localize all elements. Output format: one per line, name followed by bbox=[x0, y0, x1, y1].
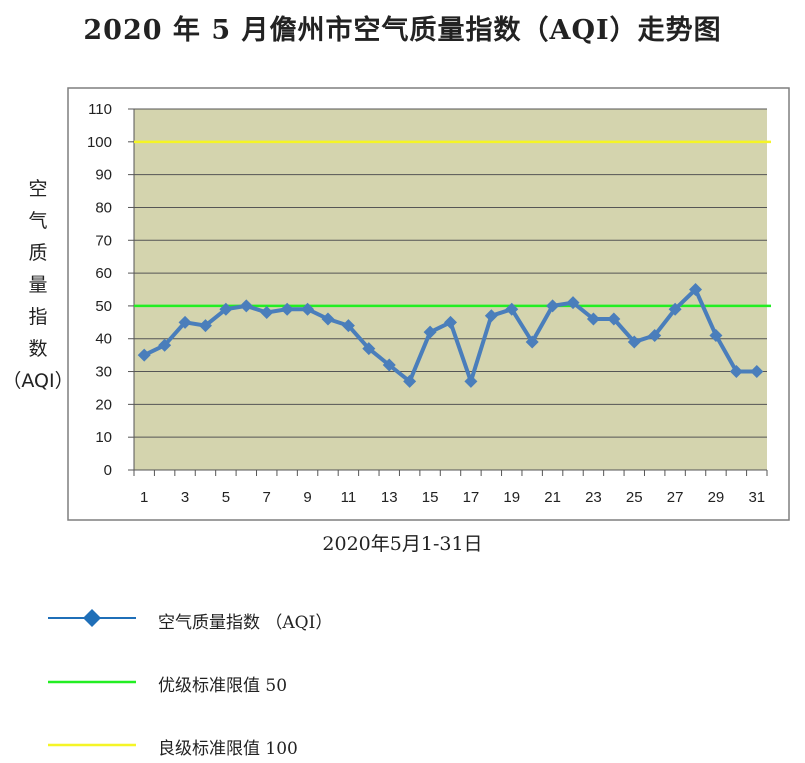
x-tick-label: 7 bbox=[263, 489, 271, 506]
legend-label-aqi: 空气质量指数 （AQI） bbox=[158, 613, 333, 633]
y-tick-label: 40 bbox=[95, 331, 112, 348]
x-axis-ticks: 1 3 5 7 9 11 13 15 17 19 21 23 25 27 29 31 bbox=[133, 470, 768, 506]
data-point-marker bbox=[648, 328, 662, 342]
aqi-series bbox=[137, 283, 764, 388]
y-axis-label-part: 指 bbox=[28, 306, 47, 328]
data-point-marker bbox=[546, 299, 560, 313]
data-point-marker bbox=[586, 312, 600, 326]
y-tick-label: 50 bbox=[95, 298, 112, 315]
y-tick-label: 90 bbox=[95, 167, 112, 184]
x-tick-label: 1 bbox=[140, 489, 148, 506]
y-tick-label: 60 bbox=[95, 265, 112, 282]
y-tick-label: 30 bbox=[95, 364, 112, 381]
data-point-marker bbox=[525, 335, 539, 349]
data-point-marker bbox=[280, 302, 294, 316]
data-point-marker bbox=[198, 319, 212, 333]
data-point-marker bbox=[260, 305, 274, 319]
legend-swatch-excellent bbox=[48, 680, 136, 684]
plot-area bbox=[134, 109, 767, 470]
chart-title: 2020 年 5 月儋州市空气质量指数（AQI）走势图 bbox=[83, 15, 722, 46]
legend-label-excellent: 优级标准限值 50 bbox=[158, 676, 288, 696]
x-tick-label: 15 bbox=[422, 489, 439, 506]
y-axis-label-part: 空 bbox=[28, 178, 47, 200]
x-tick-label: 23 bbox=[585, 489, 602, 506]
data-point-marker bbox=[750, 365, 764, 379]
data-point-marker bbox=[382, 358, 396, 372]
y-axis-label-part: （AQI） bbox=[2, 370, 73, 392]
legend-item-excellent bbox=[46, 667, 138, 697]
y-tick-label: 110 bbox=[88, 101, 112, 118]
data-point-marker bbox=[566, 296, 580, 310]
x-axis-label: 2020年5月1-31日 bbox=[322, 533, 483, 555]
x-tick-label: 3 bbox=[181, 489, 189, 506]
y-tick-label: 20 bbox=[95, 396, 112, 413]
data-point-marker bbox=[444, 315, 457, 329]
data-point-marker bbox=[137, 348, 151, 362]
y-tick-label: 10 bbox=[95, 429, 112, 446]
data-point-marker bbox=[362, 342, 376, 356]
y-tick-label: 100 bbox=[87, 134, 112, 151]
y-tick-label: 80 bbox=[95, 199, 112, 216]
data-point-marker bbox=[219, 302, 233, 316]
x-tick-label: 9 bbox=[303, 489, 311, 506]
x-tick-label: 11 bbox=[341, 489, 357, 506]
data-point-marker bbox=[464, 374, 478, 388]
x-tick-label: 25 bbox=[626, 489, 643, 506]
data-point-marker bbox=[709, 328, 723, 342]
data-point-marker bbox=[484, 309, 498, 323]
y-axis-label: 空气质量指数 （AQI） bbox=[2, 178, 73, 392]
data-point-marker bbox=[689, 283, 703, 296]
x-tick-label: 27 bbox=[667, 489, 684, 506]
legend-label-good: 良级标准限值 100 bbox=[158, 739, 298, 759]
y-axis-ticks: 0 10 20 30 40 50 60 70 80 90 100 110 bbox=[87, 101, 112, 479]
x-tick-label: 31 bbox=[748, 489, 765, 506]
data-point-marker bbox=[627, 335, 641, 349]
data-point-marker bbox=[178, 315, 192, 329]
data-point-marker bbox=[239, 299, 253, 313]
data-point-marker bbox=[668, 302, 682, 316]
data-point-marker bbox=[301, 302, 315, 316]
data-point-marker bbox=[158, 338, 172, 352]
legend-swatch-good bbox=[48, 743, 136, 747]
data-point-marker bbox=[505, 302, 519, 316]
y-tick-label: 0 bbox=[104, 462, 112, 479]
x-tick-label: 19 bbox=[503, 489, 520, 506]
data-point-marker bbox=[729, 365, 743, 379]
y-tick-label: 70 bbox=[95, 232, 112, 249]
legend-swatch-aqi bbox=[48, 609, 136, 627]
data-point-marker bbox=[423, 325, 437, 339]
x-tick-label: 21 bbox=[544, 489, 561, 506]
legend-item-good bbox=[46, 730, 138, 760]
y-axis-label-part: 数 bbox=[28, 338, 47, 360]
y-axis-label-part: 量 bbox=[28, 274, 47, 296]
data-point-marker bbox=[321, 312, 335, 326]
legend-item-aqi bbox=[46, 603, 138, 633]
y-axis-label-part: 质 bbox=[28, 242, 47, 264]
data-point-marker bbox=[403, 374, 417, 388]
x-tick-label: 13 bbox=[381, 489, 398, 506]
data-point-marker bbox=[341, 319, 355, 333]
x-tick-label: 5 bbox=[222, 489, 230, 506]
x-tick-label: 29 bbox=[708, 489, 725, 506]
y-axis-label-part: 气 bbox=[28, 210, 47, 232]
x-tick-label: 17 bbox=[463, 489, 480, 506]
data-point-marker bbox=[607, 312, 621, 326]
